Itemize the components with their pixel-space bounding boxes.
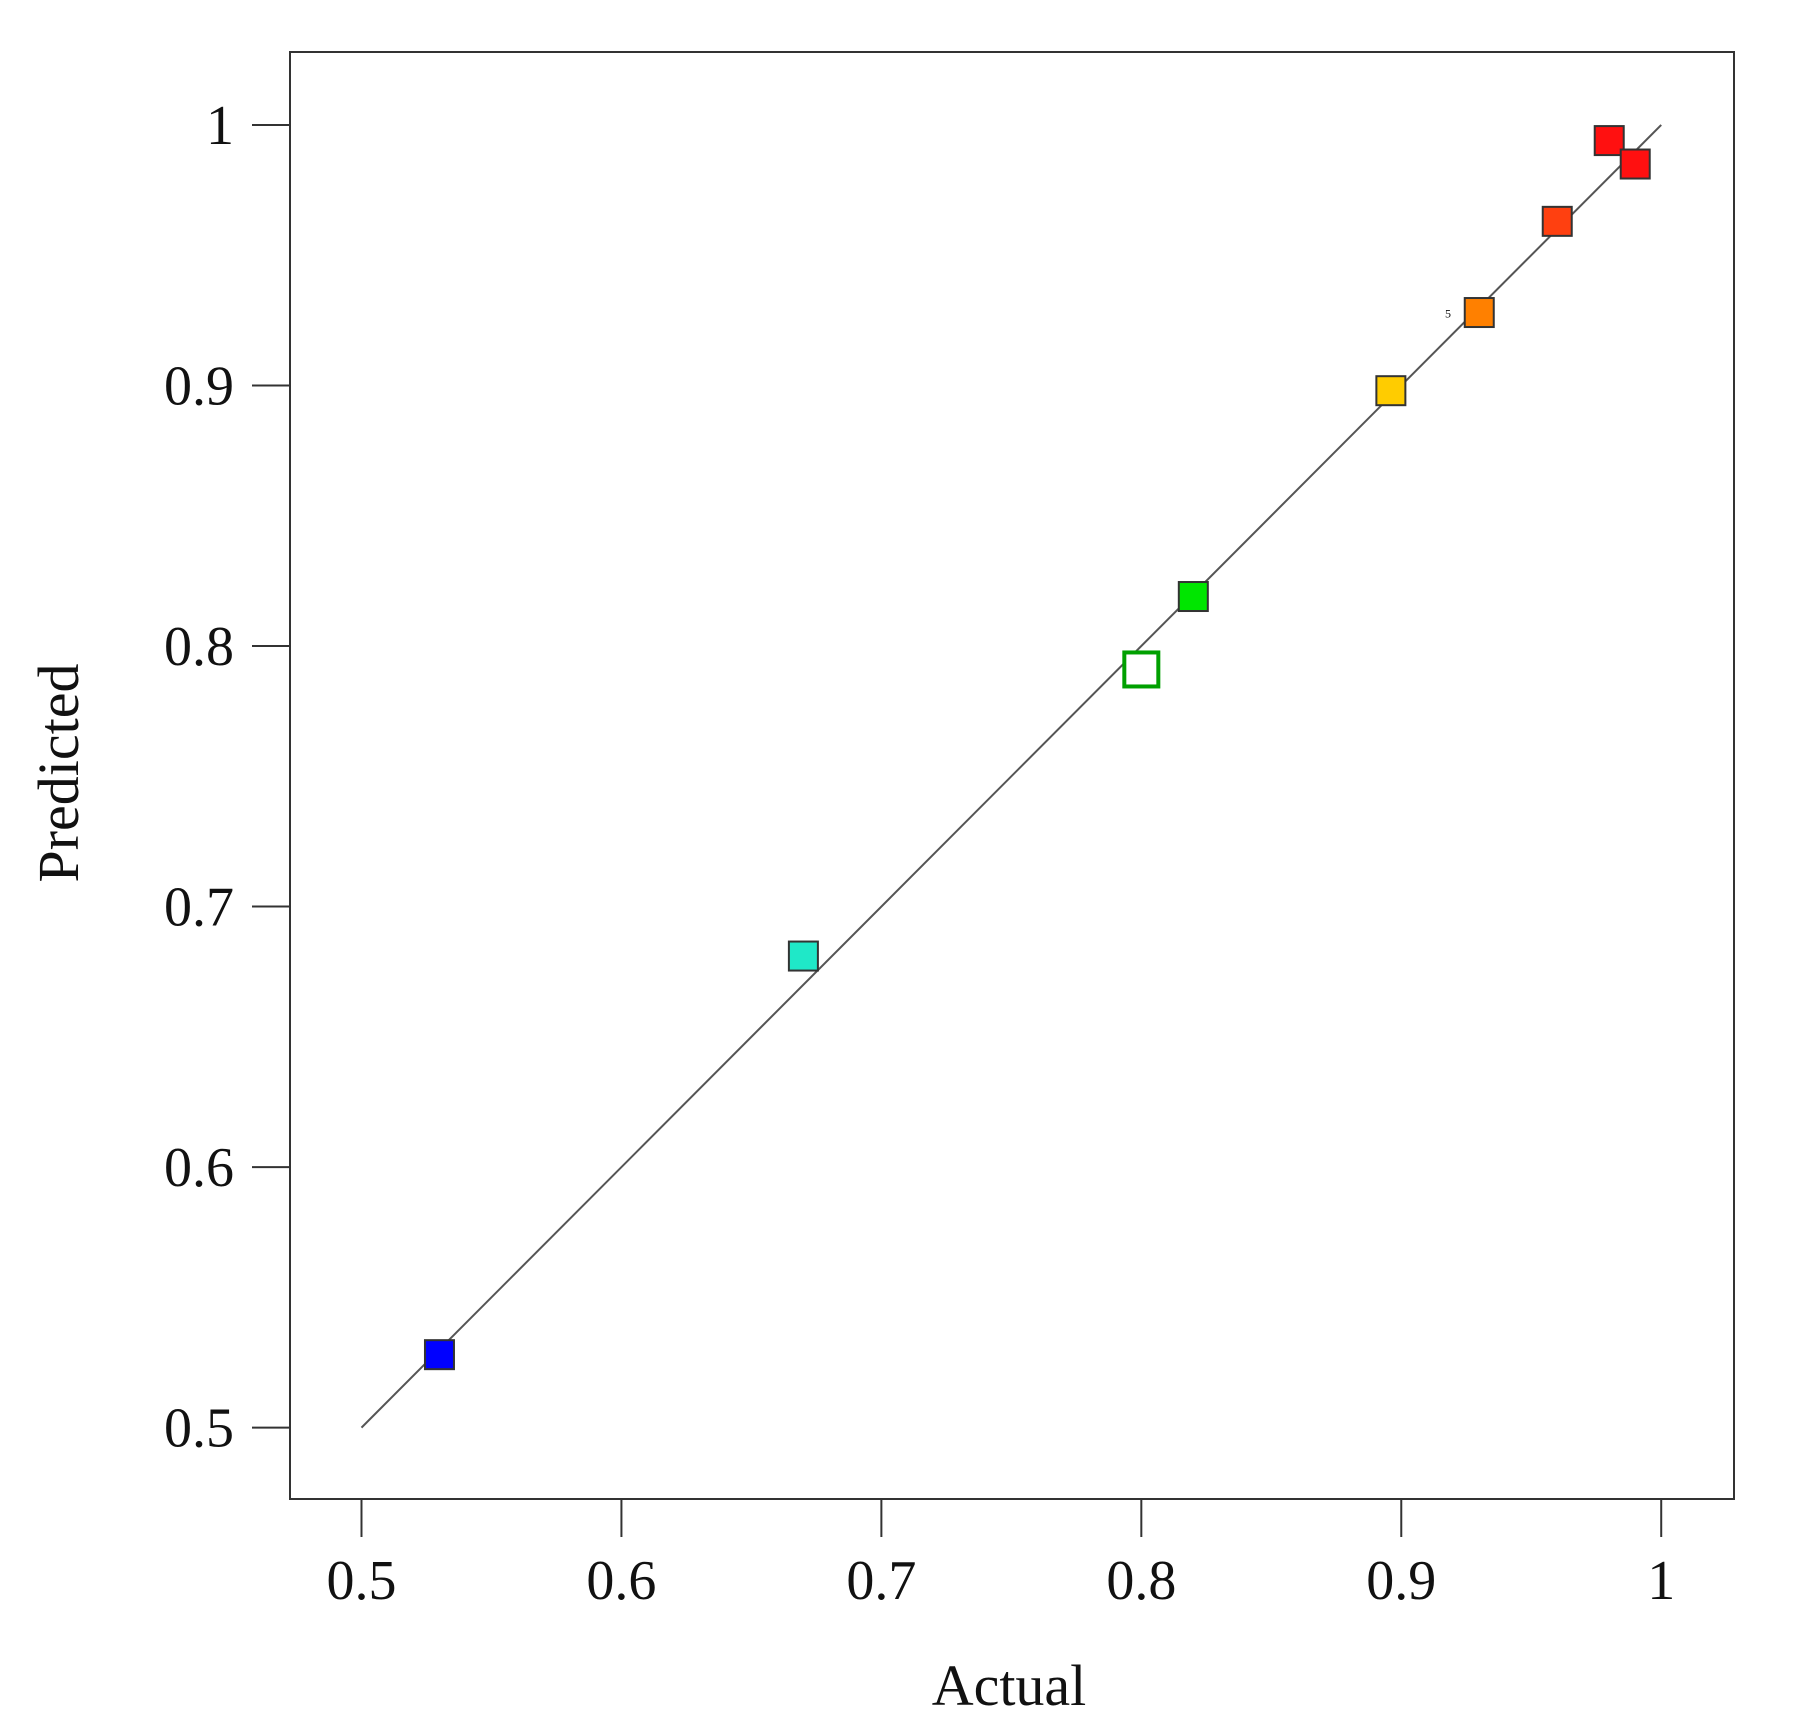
plot-frame (289, 51, 1735, 1500)
annotation: 5 (1445, 307, 1451, 321)
y-tick-label: 0.5 (164, 1398, 234, 1460)
scatter-point (1122, 650, 1161, 689)
x-tick-label: 1 (1647, 1550, 1675, 1612)
x-axis-title: Actual (932, 1653, 1087, 1713)
reference-line (360, 124, 1662, 1429)
scatter-point (1541, 205, 1573, 237)
scatter-point (1619, 148, 1651, 180)
y-tick-label: 0.7 (164, 877, 234, 939)
y-tick-label: 0.9 (164, 355, 234, 417)
scatter-point (1177, 581, 1209, 613)
scatter-point (1463, 297, 1495, 329)
x-tick-label: 0.9 (1366, 1550, 1436, 1612)
x-tick-label: 0.6 (586, 1550, 656, 1612)
scatter-point (787, 940, 819, 972)
scatter-point (1375, 375, 1407, 407)
y-tick-label: 0.6 (164, 1137, 234, 1199)
x-tick-label: 0.8 (1106, 1550, 1176, 1612)
y-tick-label: 0.8 (164, 616, 234, 678)
x-tick-label: 0.5 (326, 1550, 396, 1612)
y-tick-label: 1 (206, 95, 234, 157)
y-axis-title: Predicted (26, 663, 91, 882)
scatter-point (1593, 125, 1625, 157)
scatter-point (423, 1339, 455, 1371)
x-tick-label: 0.7 (846, 1550, 916, 1612)
